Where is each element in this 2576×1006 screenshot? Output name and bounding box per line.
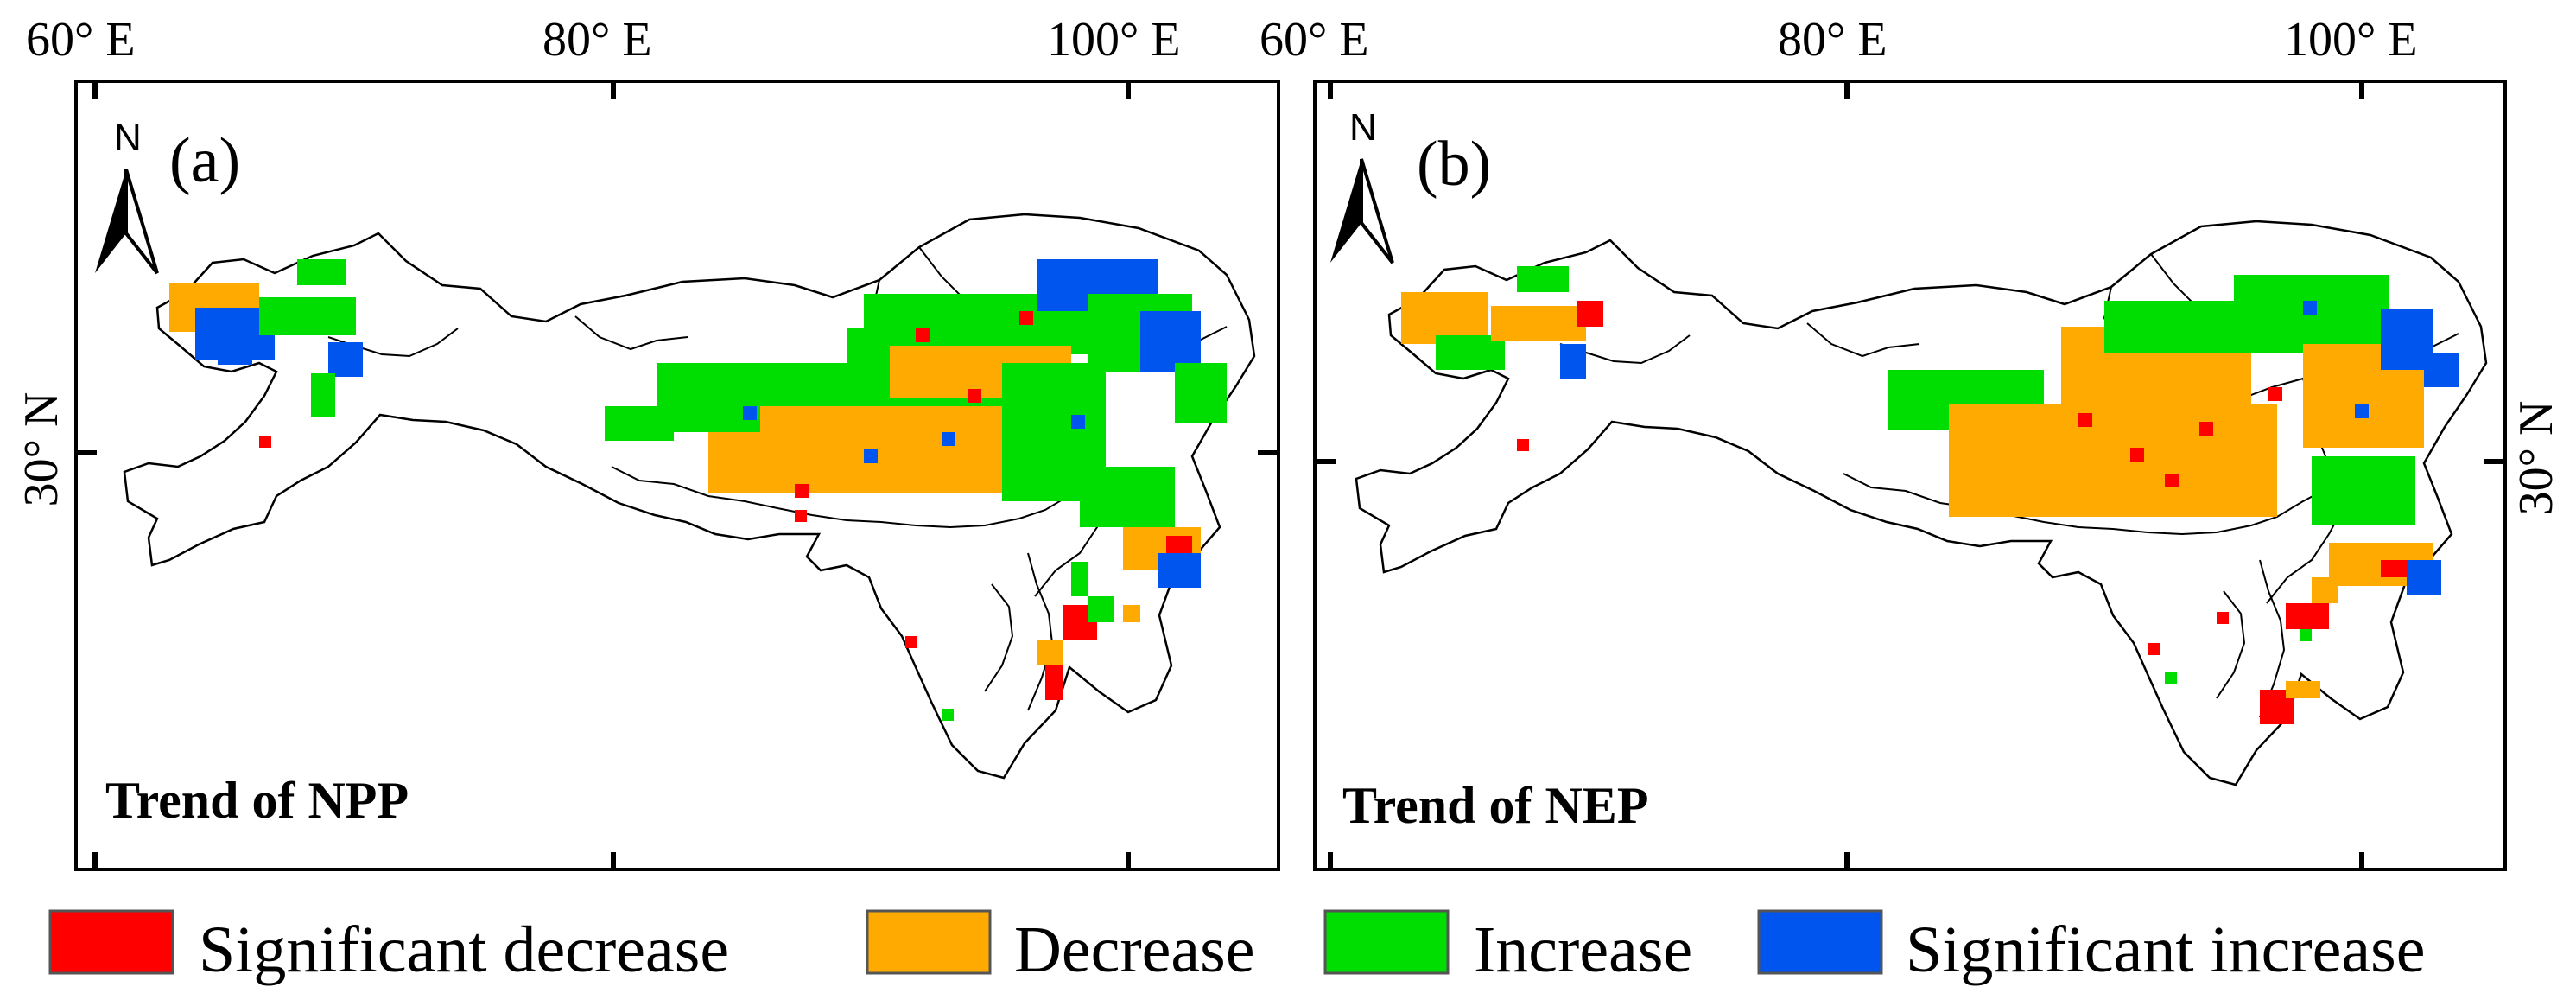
trend-pixels-b — [1401, 266, 2459, 724]
legend-swatch — [1323, 909, 1450, 975]
lon-label-60e: 60° E — [1259, 13, 1369, 67]
legend-label: Increase — [1474, 914, 1692, 986]
map-panel-a: 60° E 80° E 100° E 30° N — [15, 13, 1280, 871]
lat-label-30n: 30° N — [15, 392, 68, 507]
axis-ticks-a — [76, 81, 1278, 869]
lon-label-100e: 100° E — [1047, 13, 1181, 67]
legend-label: Decrease — [1014, 914, 1254, 986]
legend-item-significant-increase: Significant increase — [1757, 909, 2425, 986]
panel-letter-b: (b) — [1417, 129, 1491, 200]
lon-label-80e: 80° E — [1778, 13, 1888, 67]
legend-swatch — [866, 909, 992, 975]
legend-swatch — [48, 909, 174, 975]
north-arrow-label: N — [1349, 106, 1377, 149]
lon-label-80e: 80° E — [542, 13, 652, 67]
legend: Significant decrease Decrease Increase S… — [48, 909, 2425, 986]
legend-item-decrease: Decrease — [866, 909, 1254, 986]
legend-label: Significant increase — [1906, 914, 2425, 986]
legend-item-significant-decrease: Significant decrease — [48, 909, 729, 986]
lon-label-100e: 100° E — [2284, 13, 2418, 67]
trend-pixels-a — [169, 259, 1227, 721]
legend-item-increase: Increase — [1323, 909, 1692, 986]
lon-label-60e: 60° E — [26, 13, 136, 67]
north-arrow-icon: N — [95, 117, 159, 275]
axis-ticks-b — [1315, 81, 2505, 869]
legend-swatch — [1757, 909, 1883, 975]
map-title-a: Trend of NPP — [105, 772, 409, 829]
panel-letter-a: (a) — [169, 125, 240, 196]
lat-label-30n: 30° N — [2509, 401, 2563, 516]
map-panel-b: 60° E 80° E 100° E 30° N — [1259, 13, 2563, 871]
map-title-b: Trend of NEP — [1342, 777, 1648, 834]
north-arrow-label: N — [114, 117, 142, 159]
legend-label: Significant decrease — [199, 914, 729, 986]
north-arrow-icon: N — [1330, 106, 1394, 264]
